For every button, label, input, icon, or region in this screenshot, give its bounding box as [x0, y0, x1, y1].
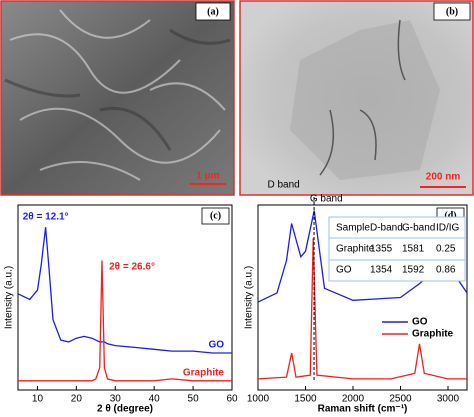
- x-tick-label: 1000: [247, 394, 270, 405]
- plot-frame: [17, 204, 233, 391]
- tem-image: (b) 200 nm: [239, 0, 474, 196]
- table-cell: 1592: [402, 265, 425, 276]
- table-header: D-band: [370, 223, 403, 234]
- sem-image: (a) 1 μm: [0, 0, 235, 196]
- table-cell: 1581: [402, 244, 425, 255]
- table-cell: Graphite: [336, 244, 375, 255]
- table-header: Sample: [336, 223, 370, 234]
- x-axis-label: Raman shift (cm⁻¹): [318, 404, 408, 415]
- table-header: G-band: [402, 223, 435, 234]
- x-tick-label: 30: [110, 394, 122, 405]
- annotation: D band: [268, 180, 300, 191]
- series-line: [17, 227, 232, 354]
- y-axis-label: Intensity (a.u.): [244, 266, 255, 329]
- series-line: [18, 260, 232, 382]
- panel-label: (b): [446, 6, 458, 17]
- x-tick-label: 2000: [342, 394, 365, 405]
- x-axis-label: 2 θ (degree): [97, 404, 153, 415]
- x-tick-label: 40: [149, 394, 161, 405]
- x-tick-label: 1500: [294, 394, 317, 405]
- table-cell: 1354: [370, 265, 393, 276]
- annotation: G band: [310, 194, 343, 205]
- table-cell: 0.25: [436, 244, 456, 255]
- panel-label: (a): [207, 6, 219, 17]
- scale-bar-label: 200 nm: [426, 172, 461, 183]
- table-cell: 1355: [370, 244, 393, 255]
- panel-label-box: [201, 207, 230, 225]
- x-tick-label: 20: [71, 394, 83, 405]
- annotation: 2θ = 12.1°: [23, 212, 69, 223]
- series-line: [257, 238, 467, 380]
- panel-label: (d): [444, 210, 456, 221]
- x-tick-label: 60: [226, 394, 238, 405]
- y-axis-label: Intensity (a.u.): [4, 266, 15, 329]
- table-cell: 0.86: [436, 265, 456, 276]
- legend-label: Graphite: [412, 329, 454, 340]
- legend-label: GO: [208, 340, 224, 351]
- legend-label: Graphite: [183, 367, 225, 378]
- table-box: [328, 216, 466, 282]
- legend-label: GO: [412, 317, 428, 328]
- x-tick-label: 3000: [437, 394, 460, 405]
- panel-label: (c): [210, 210, 221, 221]
- x-tick-label: 50: [188, 394, 200, 405]
- scale-bar-label: 1 μm: [196, 171, 219, 182]
- x-tick-label: 2500: [389, 394, 412, 405]
- table-header: ID/IG: [436, 223, 460, 234]
- annotation: 2θ = 26.6°: [109, 262, 155, 273]
- x-tick-label: 10: [32, 394, 44, 405]
- table-cell: GO: [336, 265, 352, 276]
- plot-frame: [257, 204, 468, 391]
